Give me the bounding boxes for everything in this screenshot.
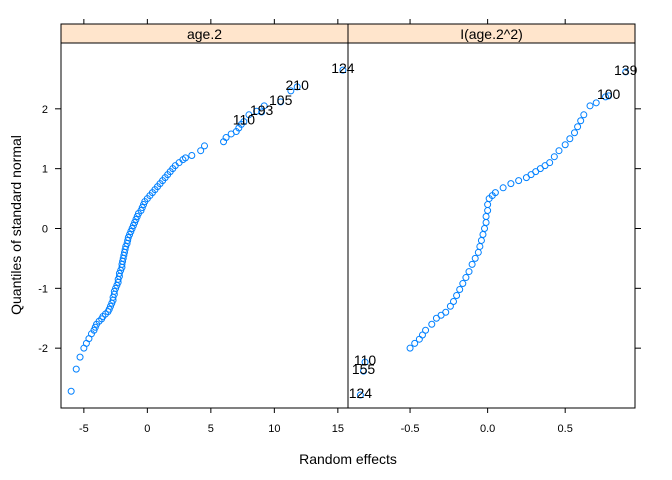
panel-2-labeled-data-point	[356, 391, 364, 399]
panel-2-data-point	[456, 286, 464, 294]
panel-1-x-tick-label: 10	[268, 423, 280, 435]
panel-2-data-point	[449, 297, 457, 305]
panel-1-point-label: 105	[269, 92, 293, 108]
panel-1-data-point	[197, 147, 205, 155]
panel-2-labeled-data-point	[622, 68, 630, 76]
panel-2-data-point	[471, 254, 479, 262]
panel-1-x-tick-label: -5	[79, 423, 89, 435]
panel-2-data-point	[561, 141, 569, 149]
panel-2-data-point	[555, 147, 563, 155]
panel-2-point-label: 155	[352, 361, 376, 377]
panel-2-data-point	[602, 93, 610, 101]
x-axis-title: Random effects	[299, 451, 397, 467]
y-tick-label: 0	[42, 223, 48, 235]
panel-1-data-point	[260, 102, 268, 110]
panel-1-x-tick-label: 5	[208, 423, 214, 435]
axes-layer: -5 0 5 10 15 -0.5 0.0 0.5 -2 -1 0 1 2	[38, 19, 641, 435]
panel-2-data-point	[477, 236, 485, 244]
panel-2-data-point	[481, 224, 489, 232]
panel-2-x-tick-label: 0.5	[558, 423, 573, 435]
panel-2-data-point	[546, 159, 554, 167]
panel-2-data-point	[476, 242, 484, 250]
panel-1-labeled-data-point	[339, 66, 347, 74]
panel-1-labeled-data-point	[277, 98, 285, 106]
panel-1-labeled-data-point	[258, 108, 266, 116]
panel-2-point-label: 100	[597, 86, 621, 102]
panel-1-data-point	[72, 365, 80, 373]
panel-2-data-point	[482, 219, 490, 227]
panel-2-data-point	[422, 326, 430, 334]
panel-1-data-point	[287, 87, 295, 95]
panel-2-data-point	[592, 99, 600, 107]
panel-2-data-point	[462, 274, 470, 282]
panel-1-data-point	[76, 353, 84, 361]
panel-age-2-squared	[347, 42, 636, 409]
panel-2-x-tick-label: -0.5	[401, 423, 420, 435]
panel-2-data-point	[446, 302, 454, 310]
panel-2-data-point	[468, 260, 476, 268]
panel-2-data-point	[474, 248, 482, 256]
points-layer	[67, 66, 630, 399]
panel-1-point-label: 124	[331, 60, 355, 76]
panel-2-data-point	[484, 207, 492, 215]
panel-2-point-label: 124	[349, 385, 373, 401]
panel-2-data-point	[479, 230, 487, 238]
panel-1-labeled-data-point	[293, 83, 301, 91]
panel-2-x-tick-label: 0.0	[480, 423, 495, 435]
panel-2-labeled-data-point	[605, 92, 613, 100]
panel-1-data-point	[67, 387, 75, 395]
panel-1-data-point	[124, 236, 132, 244]
panel-1-point-label: 193	[250, 102, 274, 118]
panel-1-data-point	[245, 111, 253, 119]
panel-1-x-tick-label: 15	[332, 423, 344, 435]
panel-2-point-label: 110	[354, 352, 377, 368]
panel-1-data-point	[201, 142, 208, 150]
panel-2-data-point	[507, 180, 515, 188]
panel-1-point-label: 210	[286, 77, 310, 93]
panel-2-point-label: 139	[614, 62, 638, 78]
panel-2-data-point	[482, 213, 490, 221]
panel-2-data-point	[577, 117, 585, 125]
panel-1-labeled-data-point	[240, 118, 248, 126]
panel-2-data-point	[499, 184, 507, 192]
panel-2-data-point	[566, 135, 574, 143]
panel-2-data-point	[411, 339, 419, 347]
panel-2-data-point	[580, 111, 588, 119]
panel-2-data-point	[418, 331, 426, 339]
panel-2-data-point	[406, 344, 414, 352]
panel-2-data-point	[491, 189, 499, 197]
panel-2-data-point	[586, 102, 594, 110]
panel-2-data-point	[570, 129, 578, 137]
panel-2-data-point	[515, 177, 523, 185]
y-tick-label: -1	[38, 283, 48, 295]
panel-1-data-point	[121, 245, 129, 253]
strip-label-age-2-squared: I(age.2^2)	[460, 26, 523, 42]
y-tick-label: 1	[42, 164, 48, 176]
y-tick-label: 2	[42, 104, 48, 116]
panel-2-data-point	[428, 320, 436, 328]
panel-1-data-point	[253, 107, 261, 115]
panel-2-labeled-data-point	[361, 358, 369, 366]
panel-1-data-point	[181, 154, 189, 162]
panel-2-labeled-data-point	[360, 367, 368, 375]
panel-1-x-tick-label: 0	[144, 423, 150, 435]
y-axis-title: Quantiles of standard normal	[8, 135, 24, 315]
panel-2-data-point	[459, 280, 467, 288]
panel-1-data-point	[188, 151, 196, 159]
panel-1-point-label: 110	[233, 112, 256, 128]
panel-age-2	[60, 42, 349, 409]
panel-2-data-point	[574, 123, 582, 131]
y-tick-label: -2	[38, 343, 48, 355]
panel-1-data-point	[222, 134, 230, 142]
panel-2-data-point	[453, 292, 461, 300]
panel-2-data-point	[465, 268, 473, 276]
strip-label-age-2: age.2	[187, 26, 222, 42]
panel-2-data-point	[415, 335, 423, 343]
panel-2-data-point	[484, 201, 492, 209]
panel-2-data-point	[442, 308, 450, 316]
panel-2-data-point	[550, 153, 558, 161]
